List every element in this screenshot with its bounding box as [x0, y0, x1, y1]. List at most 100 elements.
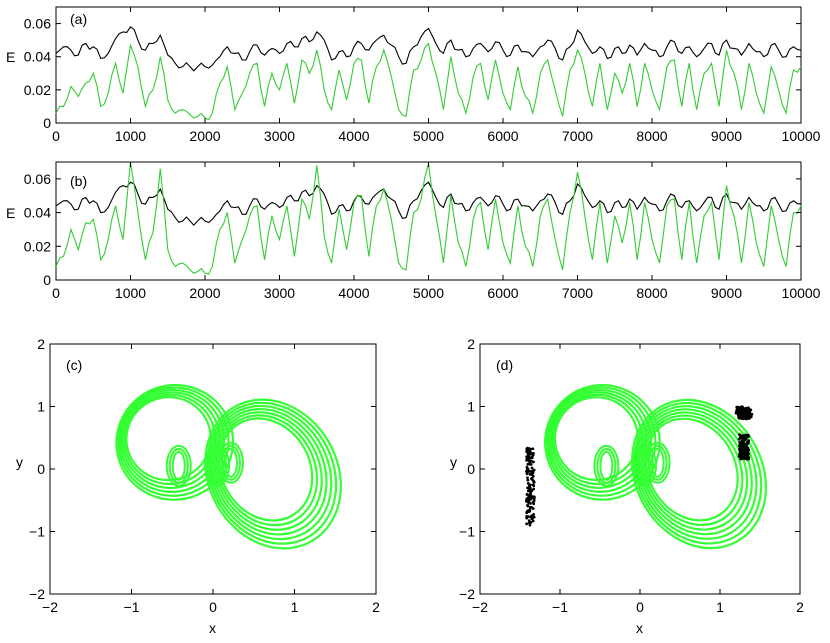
x-tick-label: −1 [552, 599, 568, 615]
scatter-point [525, 493, 529, 496]
attractor-knot [207, 447, 228, 484]
scatter-point [531, 474, 535, 478]
scatter-point [742, 409, 746, 413]
scatter-point [525, 465, 529, 469]
scatter-point [526, 462, 530, 466]
attractor-orbit [633, 401, 763, 545]
series-line-black [55, 181, 802, 227]
scatter-point [740, 451, 744, 455]
scatter-point [738, 447, 742, 451]
scatter-point [530, 472, 534, 476]
scatter-point [747, 417, 751, 420]
y-tick-label: −2 [459, 586, 475, 602]
scatter-point [749, 415, 753, 419]
y-tick-label: 1 [467, 399, 475, 415]
scatter-point [531, 483, 535, 487]
scatter-point [743, 445, 747, 449]
panel-a: (a) E 0 1000 2000 3000 4000 5000 6000 7000 8000 9… [6, 6, 821, 144]
x-tick-label: 8000 [636, 128, 667, 144]
x-tick-label: 10000 [782, 285, 821, 301]
panel-d: (d) x y −2 −1 0 1 2 −2 −1 0 1 2 [450, 336, 804, 636]
scatter-point [532, 460, 535, 464]
scatter-point [528, 505, 532, 509]
y-tick-label: 0.04 [24, 49, 51, 65]
scatter-point [746, 408, 749, 412]
scatter-point [741, 448, 744, 452]
scatter-point [525, 511, 529, 515]
x-tick-label: 0 [636, 599, 644, 615]
y-tick-label: −1 [29, 524, 45, 540]
scatter-point [527, 509, 531, 513]
scatter-point [531, 513, 535, 517]
scatter-point [530, 455, 534, 459]
x-tick-label: 9000 [711, 128, 742, 144]
attractor-knot [210, 450, 225, 481]
attractor-orbit [644, 417, 739, 522]
scatter-point [531, 507, 535, 510]
x-tick-label: 2000 [189, 285, 220, 301]
y-tick-label: 0 [43, 272, 51, 288]
panel-d-yticks: −2 −1 0 1 2 [459, 336, 800, 602]
x-tick-label: 0 [52, 128, 60, 144]
panel-a-ylabel: E [6, 49, 15, 65]
scatter-point [740, 410, 744, 414]
y-tick-label: 0 [43, 115, 51, 131]
attractor-orbit [640, 411, 749, 531]
x-tick-label: 3000 [264, 285, 295, 301]
panel-d-xlabel: x [636, 620, 643, 636]
y-tick-label: 1 [37, 399, 45, 415]
scatter-point [532, 497, 536, 501]
scatter-point [526, 476, 529, 480]
x-tick-label: 1000 [115, 128, 146, 144]
scatter-point [745, 416, 749, 420]
x-tick-label: −2 [472, 599, 488, 615]
scatter-point [525, 522, 529, 526]
scatter-point [528, 521, 531, 524]
panel-d-xticks: −2 −1 0 1 2 [472, 344, 804, 615]
x-tick-label: 6000 [487, 285, 518, 301]
x-tick-label: 5000 [413, 128, 444, 144]
scatter-point [526, 504, 529, 507]
scatter-point [738, 413, 741, 416]
panel-c-xlabel: x [209, 620, 216, 636]
scatter-point [530, 466, 534, 470]
scatter-point [737, 437, 741, 441]
attractor-orbit [208, 404, 333, 541]
panel-d-ylabel: y [450, 454, 457, 470]
x-tick-label: 1 [291, 599, 299, 615]
x-tick-label: 4000 [338, 285, 369, 301]
y-tick-label: 0.02 [24, 82, 51, 98]
scatter-point [743, 456, 746, 460]
x-tick-label: −1 [124, 599, 140, 615]
scatter-point [527, 447, 531, 450]
scatter-point [744, 449, 748, 452]
scatter-point [746, 447, 750, 451]
attractor-orbit [543, 384, 661, 501]
y-tick-label: 2 [467, 336, 475, 352]
panel-c-label: (c) [66, 357, 82, 373]
attractor-knot [168, 447, 189, 484]
panel-c-plot [115, 383, 342, 550]
x-tick-label: 6000 [487, 128, 518, 144]
scatter-point [747, 439, 751, 442]
x-tick-label: 2000 [189, 128, 220, 144]
x-tick-label: 9000 [711, 285, 742, 301]
scatter-point [528, 486, 532, 490]
y-tick-label: 0.06 [24, 171, 51, 187]
panel-b-label: (b) [70, 173, 87, 189]
attractor-orbit [545, 386, 657, 497]
x-tick-label: 7000 [562, 285, 593, 301]
series-line-green [55, 42, 802, 121]
panel-a-yticks: 0 0.02 0.04 0.06 [24, 16, 801, 131]
scatter-point [528, 460, 531, 464]
attractor-orbit [215, 414, 319, 527]
x-tick-label: 2 [372, 599, 380, 615]
scatter-point [738, 433, 741, 437]
x-tick-label: 2 [796, 599, 804, 615]
scatter-point [527, 455, 531, 459]
scatter-point [529, 497, 533, 501]
scatter-point [738, 441, 742, 444]
scatter-point [746, 441, 750, 445]
attractor-knot [647, 444, 668, 481]
